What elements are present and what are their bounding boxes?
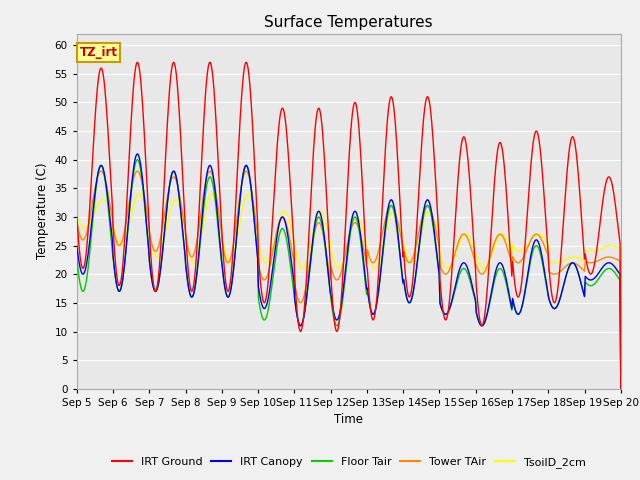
X-axis label: Time: Time	[334, 413, 364, 426]
Legend: IRT Ground, IRT Canopy, Floor Tair, Tower TAir, TsoilD_2cm: IRT Ground, IRT Canopy, Floor Tair, Towe…	[108, 452, 590, 472]
Text: TZ_irt: TZ_irt	[79, 46, 118, 59]
Title: Surface Temperatures: Surface Temperatures	[264, 15, 433, 30]
Y-axis label: Temperature (C): Temperature (C)	[36, 163, 49, 260]
